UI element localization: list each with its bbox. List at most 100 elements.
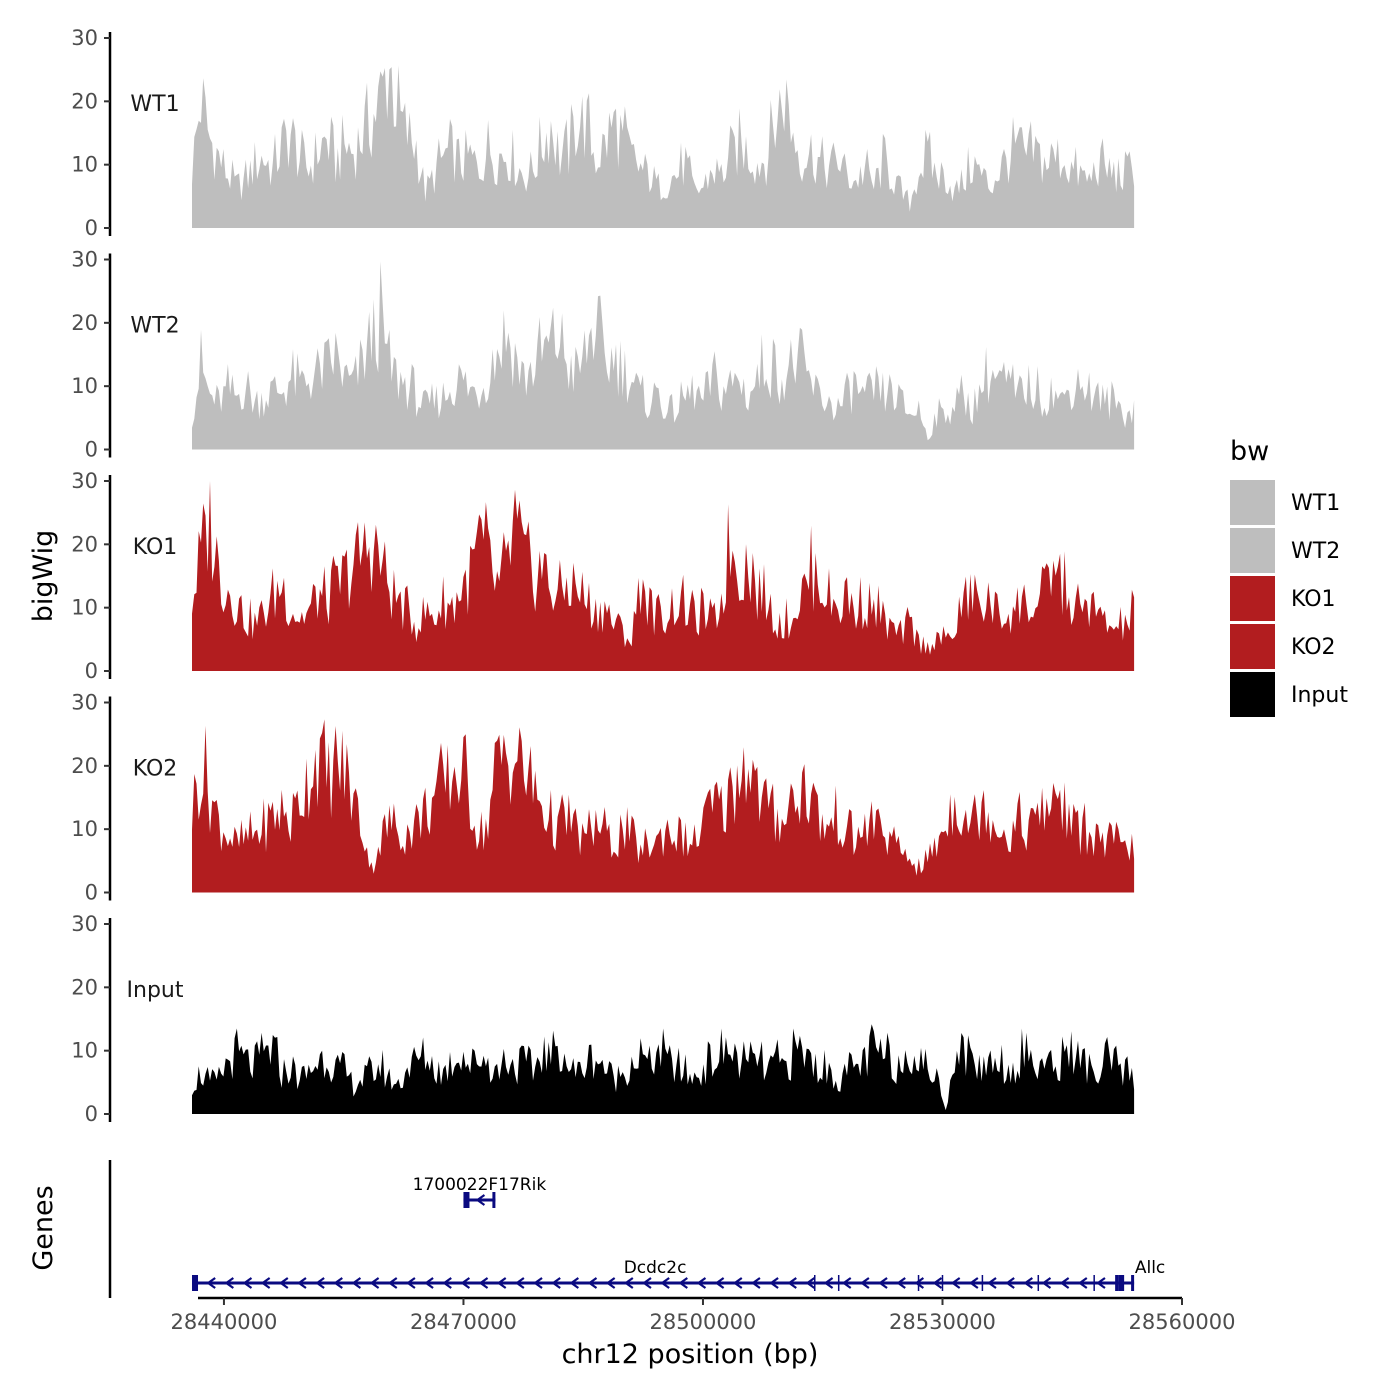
strand-arrow — [260, 1277, 271, 1289]
strand-arrow — [769, 1277, 779, 1289]
strand-arrow — [569, 1277, 579, 1289]
x-tick-label: 28440000 — [171, 1310, 278, 1334]
y-tick-label: 30 — [71, 248, 98, 272]
legend-title: bw — [1230, 436, 1269, 467]
x-tick-label: 28530000 — [889, 1310, 996, 1334]
strand-arrow — [1005, 1277, 1015, 1289]
strand-arrow — [841, 1277, 852, 1289]
strand-arrow — [224, 1277, 234, 1289]
strand-arrow — [460, 1277, 471, 1289]
strand-arrow — [551, 1277, 561, 1289]
gene-label: 1700022F17Rik — [413, 1175, 547, 1195]
gene-exon — [463, 1192, 470, 1208]
x-axis-title: chr12 position (bp) — [562, 1339, 819, 1370]
y-tick-label: 20 — [71, 754, 98, 778]
gene-label: Dcdc2c — [624, 1258, 687, 1278]
y-tick-label: 20 — [71, 311, 98, 335]
strand-arrow — [406, 1277, 416, 1289]
strand-arrow — [587, 1277, 598, 1289]
panel-label-KO1: KO1 — [133, 535, 178, 560]
strand-arrow — [878, 1277, 888, 1289]
legend-label-Input: Input — [1291, 683, 1348, 708]
y-axis-title: bigWig — [28, 530, 59, 623]
strand-arrow — [605, 1277, 616, 1289]
y-tick-label: 20 — [71, 89, 98, 113]
gene-exon — [1115, 1275, 1119, 1291]
strand-arrow — [478, 1277, 489, 1289]
strand-arrow — [751, 1277, 761, 1289]
strand-arrow — [424, 1277, 434, 1289]
strand-arrow — [387, 1277, 398, 1289]
y-tick-label: 30 — [71, 912, 98, 936]
legend-label-WT1: WT1 — [1291, 491, 1340, 516]
signal-area-KO1 — [192, 481, 1135, 671]
y-tick-label: 20 — [71, 532, 98, 556]
legend-swatch-KO2 — [1230, 624, 1275, 669]
strand-arrow — [442, 1277, 452, 1289]
y-tick-label: 0 — [85, 1102, 98, 1126]
strand-arrow — [1041, 1277, 1052, 1289]
panel-WT2: 0 10 20 30 WT2 — [71, 248, 1135, 462]
y-tick-label: 10 — [71, 1039, 98, 1063]
y-tick-label: 10 — [71, 374, 98, 398]
x-tick-label: 28560000 — [1129, 1310, 1236, 1334]
legend-label-KO1: KO1 — [1291, 587, 1336, 612]
panel-label-KO2: KO2 — [133, 757, 178, 782]
strand-arrow — [896, 1277, 906, 1289]
strand-arrow — [351, 1277, 362, 1289]
panel-label-WT1: WT1 — [130, 92, 179, 117]
legend-swatch-Input — [1230, 672, 1275, 717]
strand-arrow — [514, 1277, 525, 1289]
x-tick-label: 28500000 — [650, 1310, 757, 1334]
strand-arrow — [660, 1277, 670, 1289]
strand-arrow — [932, 1277, 943, 1289]
panel-WT1: 0 10 20 30 WT1 — [71, 26, 1135, 240]
strand-arrow — [369, 1277, 380, 1289]
strand-arrow — [732, 1277, 743, 1289]
strand-arrow — [860, 1277, 870, 1289]
strand-arrow — [496, 1277, 507, 1289]
y-tick-label: 10 — [71, 153, 98, 177]
y-tick-label: 0 — [85, 659, 98, 683]
strand-arrow — [968, 1277, 979, 1289]
legend-label-WT2: WT2 — [1291, 539, 1340, 564]
signal-area-Input — [192, 1024, 1135, 1114]
panel-KO2: 0 10 20 30 KO2 — [71, 691, 1135, 905]
strand-arrow — [823, 1277, 834, 1289]
strand-arrow — [914, 1277, 925, 1289]
strand-arrow — [206, 1277, 216, 1289]
panel-KO1: 0 10 20 30 KO1 — [71, 469, 1135, 683]
panel-label-Input: Input — [127, 978, 184, 1003]
strand-arrow — [642, 1277, 652, 1289]
legend-swatch-WT1 — [1230, 480, 1275, 525]
strand-arrow — [533, 1277, 543, 1289]
gene-Dcdc2c: Dcdc2c — [192, 1258, 1119, 1291]
strand-arrow — [950, 1277, 961, 1289]
legend: bw WT1 WT2 KO1 KO2 Input — [1230, 436, 1348, 717]
y-tick-label: 0 — [85, 438, 98, 462]
strand-arrow — [1096, 1277, 1106, 1289]
gene-exon — [192, 1275, 199, 1291]
gene-exon — [1118, 1275, 1125, 1291]
y-tick-label: 10 — [71, 817, 98, 841]
x-tick-label: 28470000 — [410, 1310, 517, 1334]
strand-arrow — [1077, 1277, 1088, 1289]
y-tick-label: 20 — [71, 975, 98, 999]
x-axis: 28440000 28470000 28500000 28530000 28560000 — [171, 1296, 1236, 1334]
strand-arrow — [805, 1277, 816, 1289]
y-tick-label: 30 — [71, 469, 98, 493]
y-tick-label: 30 — [71, 26, 98, 50]
strand-arrow — [623, 1277, 634, 1289]
gene-exon — [492, 1192, 496, 1208]
strand-arrow — [714, 1277, 725, 1289]
signal-area-WT2 — [192, 261, 1135, 450]
strand-arrow — [475, 1194, 486, 1206]
y-tick-label: 30 — [71, 691, 98, 715]
genes-panel: 1700022F17Rik Dcdc2c Allc — [108, 1160, 1165, 1298]
gene-exon — [1131, 1275, 1135, 1291]
gene-Allc: Allc — [1118, 1258, 1165, 1291]
panel-label-WT2: WT2 — [130, 314, 179, 339]
y-tick-label: 10 — [71, 596, 98, 620]
strand-arrow — [678, 1277, 688, 1289]
